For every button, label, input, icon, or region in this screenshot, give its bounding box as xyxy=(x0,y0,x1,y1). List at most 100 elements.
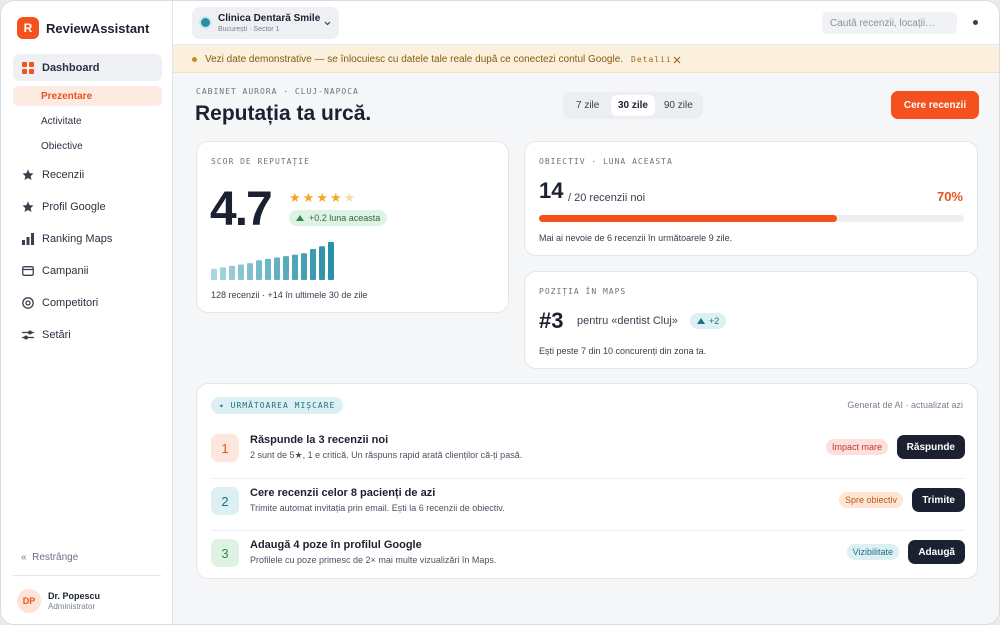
trend-bar xyxy=(247,263,253,280)
rating-stars: ★★★★★ xyxy=(289,190,357,206)
trend-chart xyxy=(211,242,334,280)
menu-dot[interactable] xyxy=(973,20,978,25)
banner-close[interactable] xyxy=(673,56,681,64)
nav-label: Campanii xyxy=(42,264,89,277)
card-footer: Mai ai nevoie de 6 recenzii în următoare… xyxy=(539,233,733,243)
goal-target: / 20 recenzii noi xyxy=(568,192,646,204)
nav-label: Ranking Maps xyxy=(42,232,113,245)
icon xyxy=(22,233,34,245)
banner-link[interactable]: Detalii xyxy=(631,55,672,64)
next-moves-card: ✦ URMĂTOAREA MIȘCARE Generat de AI · act… xyxy=(196,383,978,579)
sidebar: R ReviewAssistant Dashboard Prezentare A… xyxy=(1,1,173,624)
rank-change-badge: +2 xyxy=(690,313,727,329)
trend-bar xyxy=(319,246,325,280)
range-option[interactable]: 30 zile xyxy=(611,95,655,116)
nav-item[interactable]: Competitori xyxy=(13,289,162,316)
clinic-location: București · Sector 1 xyxy=(218,26,280,33)
collapse-button[interactable]: « Restrânge xyxy=(21,552,78,563)
trend-bar xyxy=(292,254,298,280)
trend-bar xyxy=(328,242,334,280)
request-reviews-button[interactable]: Cere recenzii xyxy=(891,91,979,119)
chevron xyxy=(324,21,331,26)
user-avatar: DP xyxy=(17,589,41,613)
action-description: 2 sunt de 5★, 1 e critică. Un răspuns ra… xyxy=(250,450,523,460)
icon xyxy=(22,297,34,309)
next-moves-meta: Generat de AI · actualizat azi xyxy=(847,400,963,410)
page-eyebrow: CABINET AURORA · CLUJ-NAPOCA xyxy=(196,87,359,96)
nav-item[interactable]: Ranking Maps xyxy=(13,225,162,252)
card-label: OBIECTIV · LUNA ACEASTA xyxy=(539,157,673,166)
action-button[interactable]: Adaugă xyxy=(908,540,965,564)
subnav-label: Activitate xyxy=(41,115,82,127)
star: ★ xyxy=(316,190,330,205)
trend-bar xyxy=(211,268,217,280)
brand-name: ReviewAssistant xyxy=(46,21,150,36)
action-description: Trimite automat invitația prin email. Eș… xyxy=(250,503,505,513)
range-option[interactable]: 7 zile xyxy=(575,100,600,111)
score-badge-text: +0.2 luna aceasta xyxy=(309,213,381,223)
action-title: Răspunde la 3 recenzii noi xyxy=(250,434,389,446)
subnav-item[interactable]: Obiective xyxy=(13,136,162,156)
action-item: 2 Cere recenzii celor 8 pacienți de azi Tr… xyxy=(211,478,965,530)
nav-label: Dashboard xyxy=(42,61,100,74)
action-number: 1 xyxy=(211,434,239,462)
progress-track xyxy=(539,215,964,222)
trend-bar xyxy=(283,256,289,280)
subnav-item[interactable]: Prezentare xyxy=(13,86,162,106)
collapse-label: Restrânge xyxy=(32,552,79,563)
range-option[interactable]: 90 zile xyxy=(663,100,693,111)
trend-bar xyxy=(265,258,271,280)
next-moves-badge: ✦ URMĂTOAREA MIȘCARE xyxy=(211,397,344,414)
icon xyxy=(22,330,34,340)
nav-item[interactable]: Recenzii xyxy=(13,161,162,188)
trend-bar xyxy=(310,249,316,280)
action-number: 2 xyxy=(211,487,239,515)
nav-item[interactable]: Profil Google xyxy=(13,193,162,220)
icon xyxy=(22,266,34,276)
goal-percent: 70% xyxy=(936,189,963,204)
subnav-label: Prezentare xyxy=(41,90,93,102)
nav-item[interactable]: Dashboard xyxy=(13,54,162,81)
clinic-selector[interactable]: Clinica Dentară Smile București · Sector… xyxy=(192,7,339,39)
score-value: 4.7 xyxy=(210,183,273,236)
subnav-item[interactable]: Activitate xyxy=(13,111,162,131)
page-title: Reputația ta urcă. xyxy=(195,102,372,125)
action-number: 3 xyxy=(211,539,239,567)
star: ★ xyxy=(302,190,317,205)
score-badge: +0.2 luna aceasta xyxy=(289,210,388,226)
maps-rank: #3 xyxy=(539,308,564,333)
collapse-icon: « xyxy=(21,552,27,563)
banner-text: Vezi date demonstrative — se înlocuiesc … xyxy=(205,54,624,65)
action-title: Adaugă 4 poze în profilul Google xyxy=(250,539,422,551)
action-tag: Impact mare xyxy=(825,439,888,455)
subnav-label: Obiective xyxy=(41,140,83,152)
action-item: 3 Adaugă 4 poze în profilul Google Profile… xyxy=(211,530,965,582)
maps-query: pentru «dentist Cluj» xyxy=(577,315,678,327)
card-footer: Ești peste 7 din 10 concurenți din zona … xyxy=(539,346,707,356)
badge-text: URMĂTOAREA MIȘCARE xyxy=(230,401,336,410)
rank-change: +2 xyxy=(709,316,720,326)
icon xyxy=(22,62,34,74)
demo-banner: Vezi date demonstrative — se înlocuiesc … xyxy=(173,46,999,73)
divider xyxy=(13,575,161,576)
trend-bar xyxy=(220,267,226,280)
nav-item[interactable]: Campanii xyxy=(13,257,162,284)
action-button[interactable]: Trimite xyxy=(912,488,965,512)
brand-logo: R xyxy=(17,17,39,39)
nav-item[interactable]: Setări xyxy=(13,321,162,348)
card-footer: 128 recenzii · +14 în ultimele 30 de zil… xyxy=(211,290,368,300)
action-button[interactable]: Răspunde xyxy=(896,435,965,459)
star: ★ xyxy=(343,190,358,205)
nav-label: Setări xyxy=(42,328,71,341)
goal-current: 14 xyxy=(539,178,564,203)
trend-bar xyxy=(301,253,307,280)
card-label: SCOR DE REPUTAȚIE xyxy=(211,157,310,166)
user-role: Administrator xyxy=(48,602,96,611)
action-item: 1 Răspunde la 3 recenzii noi 2 sunt de 5★,… xyxy=(211,426,965,478)
search-input[interactable]: Caută recenzii, locații… xyxy=(822,12,957,34)
trend-bar xyxy=(256,260,262,280)
trend-bar xyxy=(274,257,280,280)
nav-label: Recenzii xyxy=(42,168,85,181)
icon xyxy=(22,169,34,180)
